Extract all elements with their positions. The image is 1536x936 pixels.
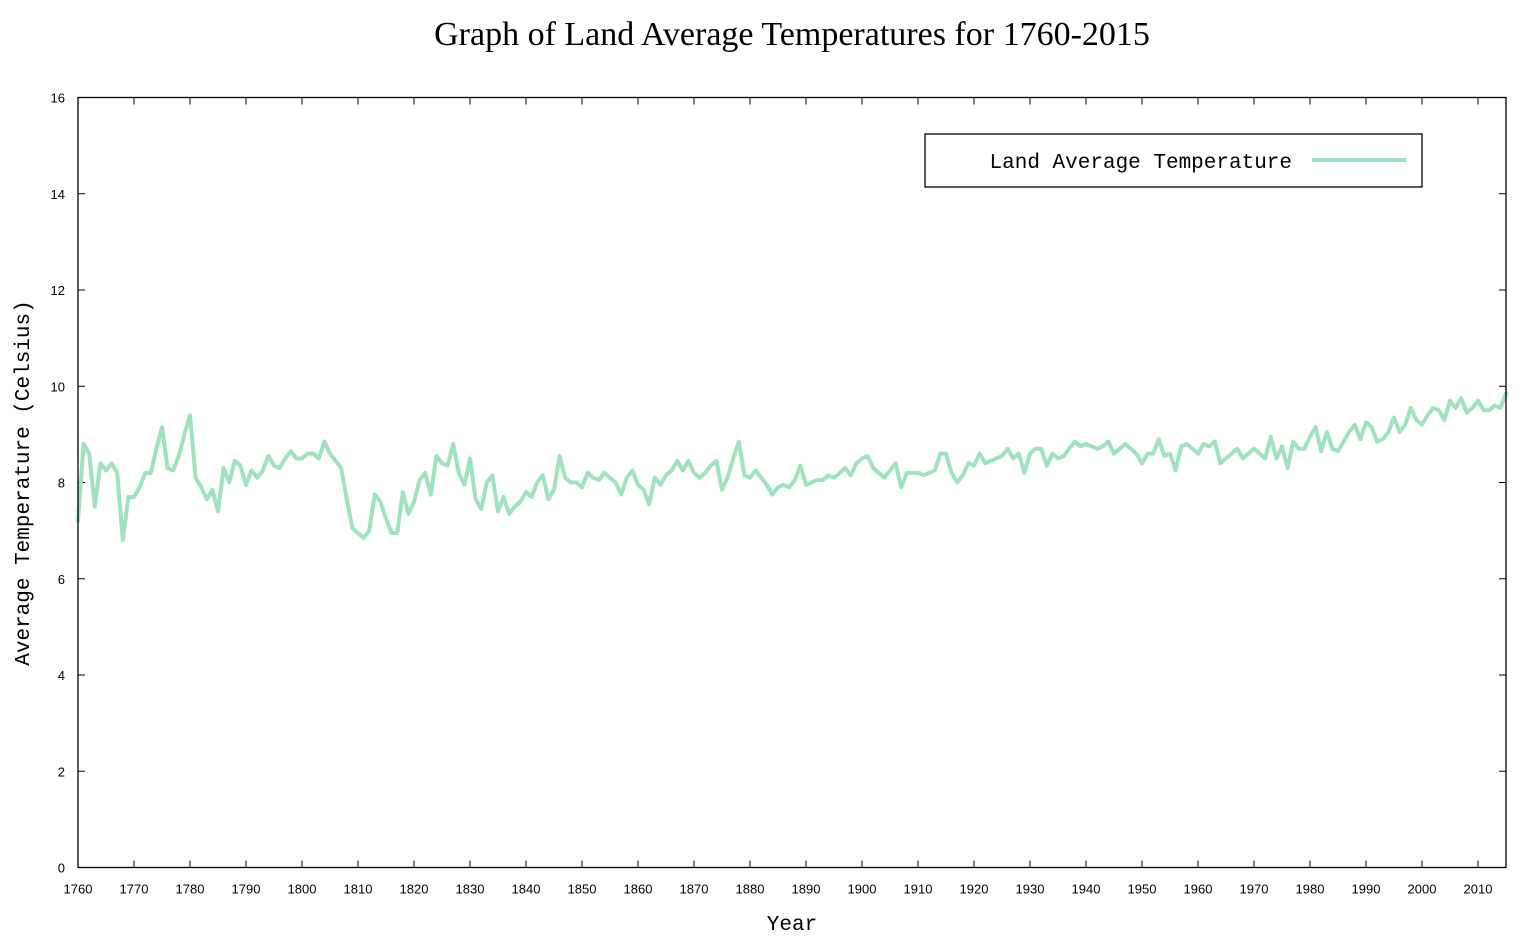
x-tick-label: 1920: [960, 882, 989, 897]
x-tick-label: 1910: [904, 882, 933, 897]
x-tick-label: 1990: [1352, 882, 1381, 897]
chart-title: Graph of Land Average Temperatures for 1…: [434, 16, 1150, 53]
x-axis-ticks: 1760 1770 1780 1790 1800 1810 1820 1830 1840 1850…: [64, 97, 1493, 897]
x-tick-label: 1970: [1240, 882, 1269, 897]
x-tick-label: 1890: [792, 882, 821, 897]
x-tick-label: 1770: [120, 882, 149, 897]
y-tick-label: 12: [51, 283, 65, 298]
x-tick-label: 1940: [1072, 882, 1101, 897]
x-tick-label: 2000: [1408, 882, 1437, 897]
x-tick-label: 1960: [1184, 882, 1213, 897]
x-axis-label: Year: [767, 914, 817, 936]
x-tick-label: 1870: [680, 882, 709, 897]
y-tick-label: 8: [58, 476, 65, 491]
x-tick-label: 1950: [1128, 882, 1157, 897]
x-tick-label: 1860: [624, 882, 653, 897]
legend-label: Land Average Temperature: [990, 152, 1292, 175]
x-tick-label: 1800: [288, 882, 317, 897]
y-tick-label: 16: [51, 91, 65, 106]
series-line: [76, 391, 1508, 543]
legend: Land Average Temperature: [924, 133, 1423, 188]
x-tick-label: 1930: [1016, 882, 1045, 897]
series-layer: [76, 391, 1508, 543]
x-tick-label: 1830: [456, 882, 485, 897]
y-tick-label: 6: [58, 572, 65, 587]
y-tick-label: 10: [51, 379, 65, 394]
x-tick-label: 1900: [848, 882, 877, 897]
x-tick-label: 1760: [64, 882, 93, 897]
y-tick-label: 14: [51, 187, 65, 202]
x-tick-label: 1790: [232, 882, 261, 897]
x-tick-label: 1840: [512, 882, 541, 897]
x-tick-label: 2010: [1464, 882, 1493, 897]
x-tick-label: 1880: [736, 882, 765, 897]
y-axis-ticks: 0 2 4 6 8 10 12 14 16: [51, 91, 1506, 876]
x-tick-label: 1850: [568, 882, 597, 897]
plot-frame: [77, 96, 1507, 869]
x-tick-label: 1810: [344, 882, 373, 897]
x-tick-label: 1980: [1296, 882, 1325, 897]
y-tick-label: 0: [58, 861, 65, 876]
x-tick-label: 1780: [176, 882, 205, 897]
y-tick-label: 4: [58, 668, 65, 683]
y-tick-label: 2: [58, 764, 65, 779]
x-tick-label: 1820: [400, 882, 429, 897]
y-axis-label: Average Temperature (Celsius): [13, 300, 36, 665]
